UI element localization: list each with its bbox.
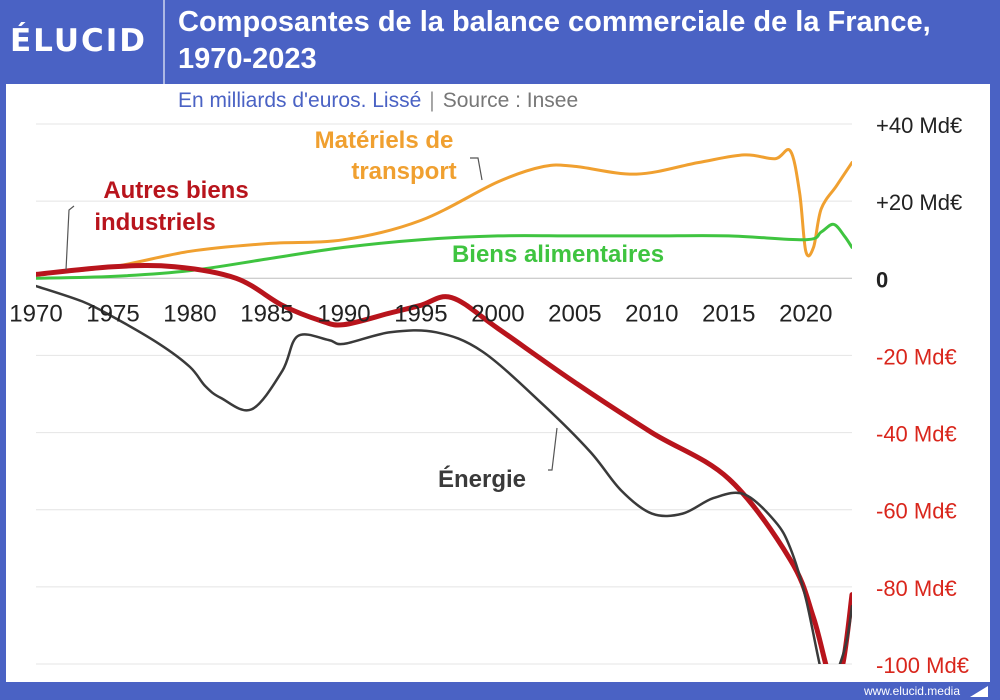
series-labels: Matériels de transport Biens alimentaires A… (94, 127, 664, 493)
source-text: Source : Insee (442, 89, 579, 112)
chart-panel (6, 84, 990, 682)
series-label-materiels-de-transport: Matériels de (315, 127, 454, 154)
x-tick-label: 2010 (625, 300, 678, 327)
x-tick-label: 1980 (163, 300, 216, 327)
x-tick-label: 1975 (86, 300, 139, 327)
x-tick-label: 1995 (394, 300, 447, 327)
series-label-energie: Énergie (438, 465, 526, 493)
series-label-materiels-de-transport: transport (351, 158, 456, 185)
header: ÉLUCID Composantes de la balance commerc… (0, 0, 1000, 84)
subtitle-text: En milliards d'euros. Lissé (178, 89, 422, 112)
label-connectors (65, 157, 558, 471)
label-connector (548, 427, 558, 471)
x-tick-label: 2000 (471, 300, 524, 327)
series-label-autres-biens-industriels: Autres biens (103, 177, 248, 204)
x-tick-label: 1970 (9, 300, 62, 327)
series-lines (36, 148, 852, 664)
x-tick-label: 2005 (548, 300, 601, 327)
series-line-energie (36, 284, 852, 664)
chart-title: Composantes de la balance commerciale de… (178, 6, 931, 75)
y-tick-label: 0 (876, 267, 888, 292)
series-label-autres-biens-industriels: industriels (94, 209, 215, 236)
x-axis-ticks: 1970 1975 1980 1985 1990 1995 2000 2005 2010 2015… (9, 300, 832, 327)
series-label-biens-alimentaires: Biens alimentaires (452, 241, 664, 268)
y-tick-label: -40 Md€ (876, 422, 957, 447)
y-tick-label: -100 Md€ (876, 653, 969, 678)
y-tick-label: -80 Md€ (876, 576, 957, 601)
series-line-materiels-de-transport (36, 148, 852, 276)
grid (36, 123, 852, 665)
chart-subtitle: En milliards d'euros. Lissé | Source : Ins… (178, 88, 578, 114)
header-divider (163, 0, 165, 84)
x-tick-label: 1990 (317, 300, 370, 327)
subtitle-separator: | (429, 89, 435, 112)
x-tick-label: 1985 (240, 300, 293, 327)
y-tick-label: +20 Md€ (876, 190, 962, 215)
y-tick-label: +40 Md€ (876, 113, 962, 138)
footer-url[interactable]: www.elucid.media (863, 684, 960, 698)
series-line-autres-biens-industriels (36, 263, 852, 664)
y-tick-label: -20 Md€ (876, 344, 957, 369)
y-axis-ticks: +40 Md€ +20 Md€ 0 -20 Md€ -40 Md€ -60 Md€ -80 … (876, 113, 969, 678)
elucid-logo: ÉLUCID (10, 23, 148, 59)
series-line-biens-alimentaires (36, 222, 852, 280)
elucid-mark-icon (970, 686, 988, 697)
x-tick-label: 2020 (779, 300, 832, 327)
x-tick-label: 2015 (702, 300, 755, 327)
y-tick-label: -60 Md€ (876, 499, 957, 524)
label-connector (65, 205, 75, 271)
label-connector (470, 157, 483, 181)
